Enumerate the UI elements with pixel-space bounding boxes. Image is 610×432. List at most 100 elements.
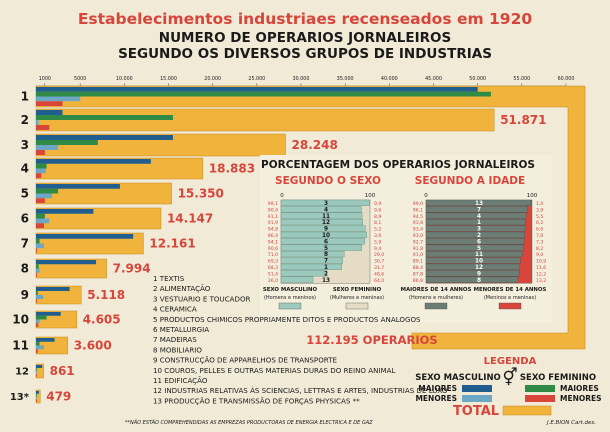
series-bar-masc-menores [36,145,59,150]
series-bar-masc-maiores [36,287,70,291]
age-left-value: 93,4 [413,227,423,233]
sex-bar-label: 12 [322,220,330,226]
category-label: 12 [15,367,29,378]
age-right-value: 12,2 [536,271,546,277]
inset-scale-label: 100 [365,193,376,199]
category-label: 3 [21,138,29,152]
sex-right-value: 0,9 [374,201,381,207]
x-tick-label: 10.000 [116,76,133,82]
sex-right-value: 8,1 [374,220,381,226]
age-left-value: 92,7 [413,239,423,245]
chart-subtitle-line-2: SEGUNDO OS DIVERSOS GRUPOS DE INDUSTRIAS [118,46,492,62]
age-right-value: 6,2 [536,220,543,226]
sex-left-value: 68,3 [268,265,278,271]
series-bar-masc-maiores [36,159,151,164]
age-bar-label: 6 [477,239,481,245]
legend-menores-fem: MENORES [560,394,602,403]
sex-percentage-bar [280,206,362,213]
total-value-label: 15.350 [178,187,224,201]
series-bar-fem-maiores [36,238,40,244]
total-value-label: 4.605 [83,313,121,327]
age-percentage-bar [425,263,520,270]
legend-title: LEGENDA [484,356,537,367]
inset-caption-swatch [424,302,448,310]
series-bar-fem-menores [36,125,50,130]
x-tick-label: 45.000 [425,76,442,82]
age-right-value: 7,3 [536,239,543,245]
age-bar-label: 3 [477,227,481,233]
total-value-label: 479 [46,390,71,404]
legend-divider-glyph: ⚥ [502,367,517,388]
inset-caption-sub: (Meninos e meninas) [484,295,536,301]
age-bar-label: 7 [477,207,481,213]
inset-caption: SEXO FEMININO [333,287,382,293]
category-label: 5 [21,187,29,201]
sex-bar-label: 8 [324,252,328,258]
age-right-value: 5,5 [536,214,543,220]
series-bar-masc-maiores [36,135,173,140]
total-bar [35,85,586,350]
total-value-labels: 51.871 28.248 18.883 15.350 14.147 12.161 7.99… [46,113,546,404]
total-value-label: 51.871 [500,113,546,127]
series-bar-fem-maiores [36,264,39,269]
chart-subtitle-line-1: NUMERO DE OPERARIOS JORNALEIROS [159,30,451,46]
total-value-label: 28.248 [292,138,338,152]
sex-bar-label: 4 [324,207,328,213]
sex-left-value: 90,6 [268,246,278,252]
series-bar-masc-menores [36,243,44,249]
age-percentage-bar [425,257,521,264]
series-bar-fem-maiores [36,91,491,97]
age-percentage-bar [425,238,525,245]
sex-left-value: 90,4 [268,207,278,213]
inset-caption: MAIORES DE 14 ANNOS [401,287,472,293]
series-bar-fem-maiores [36,140,98,145]
age-right-value: 6,6 [536,227,543,233]
age-percentage-bar [425,206,529,213]
series-bar-masc-menores [36,396,37,400]
series-bar-fem-menores [36,101,63,106]
series-bar-fem-maiores [36,115,173,120]
age-left-value: 87,8 [413,271,423,277]
category-label: 9 [21,288,29,302]
color-legend: LEGENDA SEXO MASCULINO SEXO FEMININO⚥ MAIOR… [415,356,601,419]
sex-right-value: 30,7 [374,259,384,265]
sex-right-value: 64,0 [374,278,384,284]
series-bar-masc-maiores [36,234,134,239]
x-tick-label: 60.000 [558,76,575,82]
series-bar-fem-maiores [36,315,47,320]
age-bar-label: 1 [477,220,481,226]
category-label: 1 [21,90,29,104]
total-value-label: 3.600 [74,339,112,353]
industry-legend-item: 3 VESTUARIO E TOUCADOR [153,294,251,303]
age-right-value: 8,2 [536,246,543,252]
sex-bar-label: 11 [322,214,330,220]
series-bar-masc-maiores [36,365,43,368]
age-bar-label: 9 [477,271,481,277]
category-label: 8 [21,262,29,276]
series-bar-masc-maiores [36,338,55,342]
x-tick-label: 35.000 [337,76,354,82]
age-left-value: 93,8 [413,220,423,226]
age-left-value: 91,8 [413,246,423,252]
age-percentage-bar [425,225,526,232]
series-bar-masc-menores [36,193,52,199]
industry-legend-item: 9 CONSTRUCÇÃO DE APPARELHOS DE TRANSPORT… [153,356,338,365]
category-label: 6 [21,212,29,226]
total-value-label: 5.118 [87,288,125,302]
series-bar-masc-menores [36,168,46,174]
series-bar-fem-menores [36,173,42,178]
age-bar-label: 12 [475,265,483,271]
sex-percentage-bar [280,219,363,226]
sex-bar-label: 3 [324,201,328,207]
age-percentage-bar [425,199,532,206]
age-bar-label: 13 [475,201,483,207]
series-bar-masc-menores [36,218,50,224]
series-bar-masc-menores [36,96,81,102]
age-percentage-bar [425,212,527,219]
sex-bar-label: 7 [324,259,328,265]
age-left-value: 88,4 [413,265,423,271]
series-bar-fem-menores [36,349,38,353]
footnote: **NÃO ESTÃO COMPREHENDIDAS AS EMPREZAS P… [125,419,373,426]
